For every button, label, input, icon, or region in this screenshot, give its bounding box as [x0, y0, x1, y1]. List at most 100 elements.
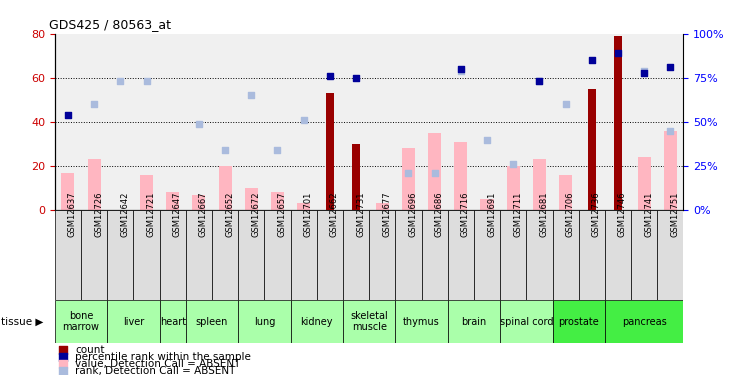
Bar — [402, 148, 415, 210]
Bar — [326, 93, 334, 210]
Text: GSM12711: GSM12711 — [513, 192, 522, 237]
Bar — [605, 300, 683, 343]
Point — [664, 64, 676, 70]
Bar — [605, 210, 631, 300]
Text: GSM12662: GSM12662 — [330, 192, 339, 237]
Point — [664, 128, 676, 134]
Text: GSM12696: GSM12696 — [409, 192, 417, 237]
Bar — [614, 36, 622, 210]
Text: prostate: prostate — [558, 316, 599, 327]
Text: GSM12706: GSM12706 — [566, 192, 575, 237]
Bar — [159, 210, 186, 300]
Bar — [631, 210, 657, 300]
Bar — [637, 157, 651, 210]
Bar — [376, 203, 389, 210]
Bar — [297, 203, 310, 210]
Text: percentile rank within the sample: percentile rank within the sample — [75, 352, 251, 362]
Bar — [664, 131, 677, 210]
Bar — [559, 175, 572, 210]
Bar — [422, 210, 447, 300]
Bar — [480, 199, 493, 210]
Point — [56, 347, 69, 353]
Bar — [352, 144, 360, 210]
Bar — [166, 192, 179, 210]
Text: GSM12672: GSM12672 — [251, 192, 260, 237]
Point — [56, 369, 69, 375]
Bar — [238, 210, 265, 300]
Bar — [271, 192, 284, 210]
Bar — [107, 210, 133, 300]
Text: spleen: spleen — [196, 316, 228, 327]
Text: GSM12681: GSM12681 — [539, 192, 548, 237]
Text: GSM12637: GSM12637 — [68, 192, 77, 237]
Point — [298, 117, 309, 123]
Text: value, Detection Call = ABSENT: value, Detection Call = ABSENT — [75, 360, 240, 369]
Bar — [369, 210, 395, 300]
Bar — [317, 210, 343, 300]
Bar — [133, 210, 159, 300]
Text: GDS425 / 80563_at: GDS425 / 80563_at — [48, 18, 170, 31]
Text: GSM12667: GSM12667 — [199, 192, 208, 237]
Point — [455, 66, 466, 72]
Bar — [192, 195, 205, 210]
Point — [534, 78, 545, 84]
Point — [586, 57, 598, 63]
Bar — [55, 210, 81, 300]
Point — [507, 161, 519, 167]
Bar — [159, 300, 186, 343]
Bar — [238, 300, 290, 343]
Point — [62, 112, 74, 118]
Text: GSM12716: GSM12716 — [461, 192, 470, 237]
Point — [56, 354, 69, 360]
Bar — [588, 89, 596, 210]
Text: GSM12647: GSM12647 — [173, 192, 182, 237]
Point — [638, 68, 650, 74]
Text: GSM12701: GSM12701 — [303, 192, 313, 237]
Text: bone
marrow: bone marrow — [63, 311, 99, 332]
Text: GSM12726: GSM12726 — [94, 192, 103, 237]
Text: count: count — [75, 345, 105, 355]
Point — [612, 50, 624, 56]
Bar — [219, 166, 232, 210]
Text: heart: heart — [159, 316, 186, 327]
Bar — [107, 300, 159, 343]
Point — [56, 362, 69, 368]
Point — [403, 170, 414, 176]
Point — [560, 101, 572, 107]
Point — [219, 147, 231, 153]
Bar — [428, 133, 442, 210]
Point — [88, 101, 100, 107]
Text: GSM12746: GSM12746 — [618, 192, 627, 237]
Text: GSM12741: GSM12741 — [644, 192, 654, 237]
Point — [193, 121, 205, 127]
Bar — [186, 300, 238, 343]
Bar — [500, 300, 553, 343]
Bar — [140, 175, 153, 210]
Bar — [526, 210, 553, 300]
Text: GSM12691: GSM12691 — [487, 192, 496, 237]
Bar — [61, 172, 75, 210]
Bar — [88, 159, 101, 210]
Bar — [212, 210, 238, 300]
Bar — [290, 300, 343, 343]
Text: kidney: kidney — [300, 316, 333, 327]
Text: GSM12686: GSM12686 — [435, 192, 444, 237]
Text: rank, Detection Call = ABSENT: rank, Detection Call = ABSENT — [75, 366, 235, 375]
Text: GSM12731: GSM12731 — [356, 192, 365, 237]
Bar — [447, 300, 500, 343]
Text: liver: liver — [123, 316, 144, 327]
Text: GSM12736: GSM12736 — [592, 192, 601, 237]
Text: GSM12677: GSM12677 — [382, 192, 391, 237]
Text: skeletal
muscle: skeletal muscle — [350, 311, 388, 332]
Text: GSM12642: GSM12642 — [121, 192, 129, 237]
Bar — [290, 210, 317, 300]
Text: spinal cord: spinal cord — [499, 316, 553, 327]
Point — [638, 69, 650, 75]
Bar — [55, 300, 107, 343]
Bar — [657, 210, 683, 300]
Point — [324, 73, 336, 79]
Point — [246, 93, 257, 99]
Text: tissue ▶: tissue ▶ — [1, 316, 43, 327]
Point — [115, 78, 126, 84]
Bar — [454, 142, 467, 210]
